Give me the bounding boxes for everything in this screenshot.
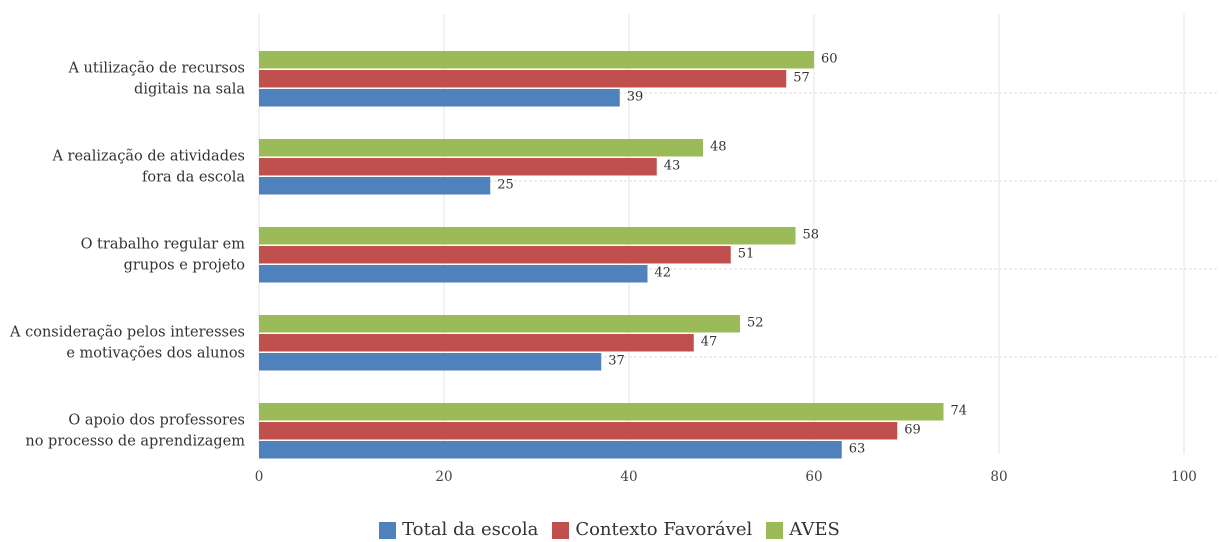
legend-swatch-contexto	[552, 521, 570, 539]
data-label: 51	[738, 246, 755, 261]
bar	[259, 353, 602, 371]
data-label: 25	[497, 177, 514, 192]
bar	[259, 246, 731, 264]
data-label: 74	[951, 403, 968, 418]
data-label: 58	[803, 227, 820, 242]
bar	[259, 139, 703, 157]
data-label: 37	[608, 353, 625, 368]
bar	[259, 315, 740, 333]
category-label: no processo de aprendizagem	[25, 433, 245, 449]
legend-item-total: Total da escola	[379, 520, 538, 540]
legend-swatch-total	[379, 521, 397, 539]
data-label: 47	[701, 334, 718, 349]
category-label: O apoio dos professores	[68, 412, 245, 428]
bars	[259, 51, 944, 459]
bar-chart: 60 57 39 48 43 25 58 51 42 52 47 37 74 69 63 A utiliza…	[9, 14, 1219, 485]
legend-label-contexto: Contexto Favorável	[575, 519, 753, 540]
data-label: 69	[904, 422, 921, 437]
x-tick-label: 80	[990, 469, 1007, 485]
bar	[259, 422, 898, 440]
category-label: fora da escola	[142, 169, 245, 185]
x-tick-label: 40	[620, 469, 637, 485]
bar	[259, 89, 620, 107]
bar	[259, 441, 842, 459]
data-label: 63	[849, 441, 866, 456]
category-label: digitais na sala	[134, 81, 245, 97]
x-tick-label: 100	[1171, 469, 1197, 485]
bar	[259, 403, 944, 421]
bar	[259, 265, 648, 283]
data-label: 60	[821, 51, 838, 66]
x-tick-label: 0	[255, 469, 264, 485]
legend: Total da escola Contexto Favorável AVES	[0, 520, 1219, 540]
category-label: grupos e projeto	[124, 257, 245, 273]
category-label: A utilização de recursos	[67, 60, 245, 76]
data-label: 43	[664, 158, 681, 173]
legend-label-aves: AVES	[789, 519, 840, 540]
bar	[259, 70, 787, 88]
bar	[259, 177, 491, 195]
data-label: 57	[793, 70, 810, 85]
data-label: 39	[627, 89, 644, 104]
category-labels: A utilização de recursos digitais na sala…	[9, 60, 245, 449]
data-labels: 60 57 39 48 43 25 58 51 42 52 47 37 74 69 63	[497, 51, 967, 456]
data-label: 52	[747, 315, 764, 330]
x-tick-label: 20	[435, 469, 452, 485]
bar	[259, 51, 814, 69]
category-label: A realização de atividades	[51, 148, 245, 164]
bar	[259, 158, 657, 176]
legend-swatch-aves	[766, 521, 784, 539]
legend-label-total: Total da escola	[402, 519, 539, 540]
bar	[259, 334, 694, 352]
data-label: 48	[710, 139, 727, 154]
bar	[259, 227, 796, 245]
category-label: e motivações dos alunos	[66, 345, 245, 361]
legend-item-aves: AVES	[766, 520, 840, 540]
data-label: 42	[655, 265, 672, 280]
category-label: A consideração pelos interesses	[9, 324, 245, 340]
x-axis-ticks: 0 20 40 60 80 100	[255, 469, 1197, 485]
category-label: O trabalho regular em	[81, 236, 246, 252]
legend-item-contexto: Contexto Favorável	[552, 520, 752, 540]
x-tick-label: 60	[805, 469, 822, 485]
